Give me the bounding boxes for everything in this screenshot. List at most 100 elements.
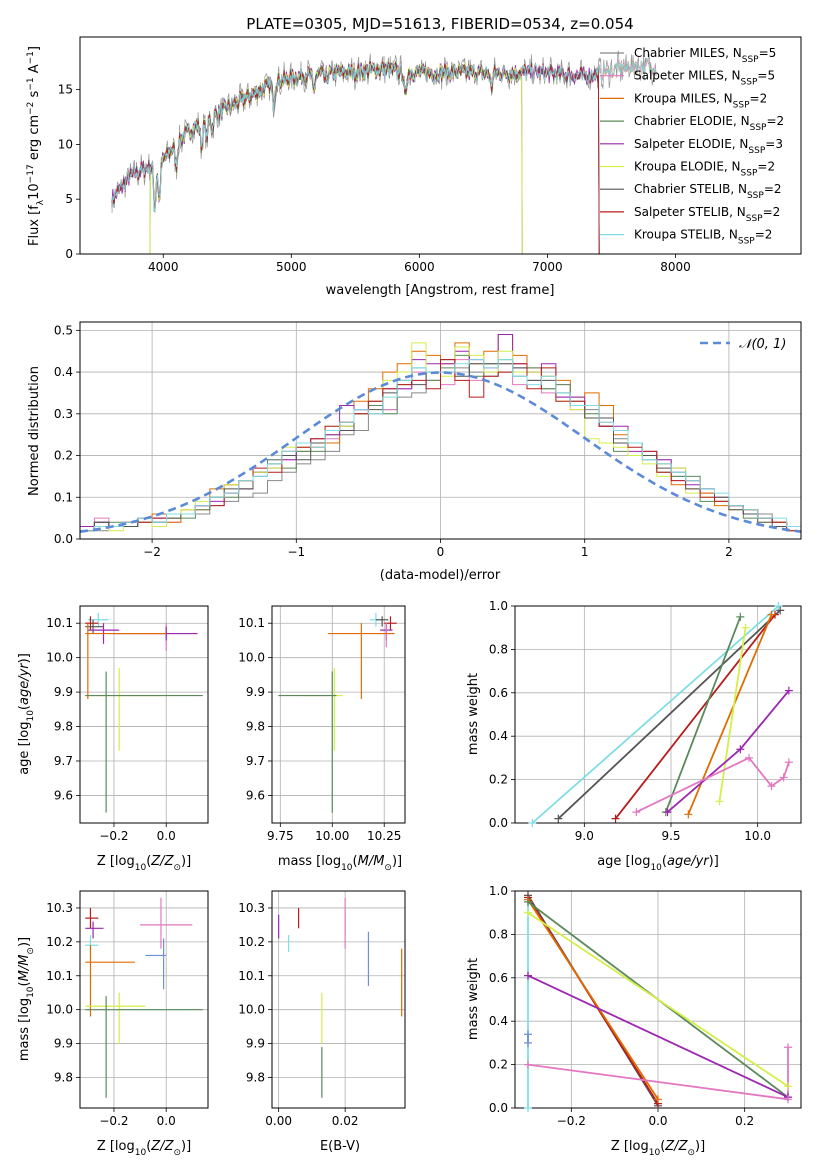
spectrum-legend-entry-part: Kroupa ELODIE, N xyxy=(634,160,741,174)
spectrum-legend-entry-part: =5 xyxy=(759,46,777,60)
y-tick-label: 0.4 xyxy=(54,365,73,379)
y-tick-label: 10.3 xyxy=(46,901,73,915)
age-vs-z-x-axis-label-part: Z/Z xyxy=(150,854,174,869)
age-vs-z-y-axis-label-part: age/yr xyxy=(17,662,32,705)
y-tick-label: 9.8 xyxy=(54,720,73,734)
y-tick-label: 10.0 xyxy=(238,1003,265,1017)
weight-series-line xyxy=(527,911,789,1088)
age-vs-z-y-axis-label-part: ( xyxy=(17,705,32,710)
weight-vs-age-panel: 9.0 9.5 10.0 0.0 0.2 0.4 0.6 0.8 1.0 xyxy=(489,599,802,843)
spectrum-y-axis-label-part: −1 xyxy=(26,51,36,64)
mass-vs-z-y-axis-label-part: 10 xyxy=(26,986,36,998)
y-tick-label: 10.1 xyxy=(46,616,73,630)
weight-series-marker xyxy=(663,808,672,817)
spectrum-legend-entry-part: Chabrier STELIB, N xyxy=(634,182,747,196)
age-vs-mass-x-axis-label-part: mass [log xyxy=(278,854,341,869)
weight-series-marker xyxy=(784,1043,792,1052)
age-vs-z-y-axis-label-part: )] xyxy=(17,653,32,663)
weight-vs-age-x-axis-label-part: 10 xyxy=(650,863,662,873)
y-tick-label: 10.0 xyxy=(46,1003,73,1017)
mass-vs-z-panel-frame xyxy=(79,890,209,1109)
mass-vs-z-y-axis-label-part: ⊙ xyxy=(26,947,36,955)
mass-vs-z-y-axis-label-part: )] xyxy=(17,937,32,947)
weight-vs-z-x-axis-label-part: )] xyxy=(695,1139,705,1154)
y-tick-label: 0.4 xyxy=(489,1014,508,1028)
spectrum-legend-entry-part: SSP xyxy=(747,191,764,201)
age-vs-z-panel-frame xyxy=(79,605,209,824)
spectrum-legend-entry: Salpeter MILES, NSSP=5 xyxy=(634,69,775,88)
y-tick-label: 10.0 xyxy=(238,651,265,665)
weight-series-marker xyxy=(524,1030,532,1039)
spectrum-legend-entry-part: =3 xyxy=(765,137,783,151)
age-vs-mass-panel-frame xyxy=(271,605,406,824)
y-tick-label: 1.0 xyxy=(489,884,508,898)
age-vs-z-y-axis-label-group: age [log10(age/yr)] xyxy=(17,653,36,775)
weight-series-line xyxy=(527,974,789,1099)
spectrum-legend-entry-part: Salpeter STELIB, N xyxy=(634,205,746,219)
weight-vs-age-y-axis-label: mass weight xyxy=(466,673,481,755)
weight-series-line xyxy=(664,616,742,813)
y-tick-label: 9.7 xyxy=(246,754,265,768)
age-vs-mass-x-axis-label: mass [log10(M/M⊙)] xyxy=(278,854,402,873)
spectrum-legend-entry-part: SSP xyxy=(750,123,767,133)
mass-vs-z-x-axis-label-part: Z/Z xyxy=(150,1139,174,1154)
mass-vs-z-x-axis-label-part: )] xyxy=(181,1139,191,1154)
weight-series-marker xyxy=(524,971,532,980)
weight-vs-age-x-axis-label-part: ( xyxy=(662,854,667,869)
residual-legend-label: 𝒩(0, 1) xyxy=(739,337,786,352)
x-tick-label: 0.0 xyxy=(157,1114,176,1128)
spectrum-y-axis-label-part: −1 xyxy=(26,77,36,90)
mass-vs-z-y-axis-label-part: M/M xyxy=(17,955,32,982)
spectrum-legend-entry: Kroupa MILES, NSSP=2 xyxy=(634,91,767,110)
y-tick-label: 1.0 xyxy=(489,599,508,613)
weight-series-marker xyxy=(524,908,532,917)
weight-series-marker xyxy=(528,819,537,827)
x-tick-label: 10.0 xyxy=(744,829,771,843)
spectrum-y-axis-label-part: A xyxy=(27,64,42,77)
y-tick-label: 0.8 xyxy=(489,927,508,941)
weight-series-line xyxy=(527,899,659,1100)
x-tick-label: 4000 xyxy=(148,260,179,274)
weight-series-marker xyxy=(776,606,785,615)
weight-series-marker xyxy=(684,810,693,819)
weight-series-marker xyxy=(784,758,793,767)
y-tick-label: 15 xyxy=(58,83,73,97)
spectrum-legend-entry: Salpeter STELIB, NSSP=2 xyxy=(634,205,780,224)
spectrum-legend-entry: Chabrier ELODIE, NSSP=2 xyxy=(634,114,784,133)
weight-vs-age-x-axis-label-part: age/yr xyxy=(667,854,710,869)
mass-vs-ebv-panel-frame xyxy=(271,890,406,1109)
spectrum-y-axis-label-part: s xyxy=(27,90,42,101)
spectrum-legend-entry-part: Chabrier ELODIE, N xyxy=(634,114,750,128)
y-tick-label: 9.9 xyxy=(54,1037,73,1051)
weight-series-marker xyxy=(736,612,745,621)
spectrum-legend-entry-part: Kroupa STELIB, N xyxy=(634,228,738,242)
y-tick-label: 10.1 xyxy=(46,969,73,983)
mass-vs-z-y-axis-label: mass [log10(M/M⊙)] xyxy=(17,937,36,1061)
weight-series-marker xyxy=(779,773,788,782)
mass-vs-z-panel-plot xyxy=(85,897,203,1098)
x-tick-label: 0.2 xyxy=(735,1114,754,1128)
spectrum-y-axis-label-part: ] xyxy=(27,46,42,51)
y-tick-label: 0.8 xyxy=(489,642,508,656)
x-tick-label: 2 xyxy=(725,545,733,559)
spectrum-y-axis-label-part: 10 xyxy=(27,183,42,200)
y-tick-label: 10.2 xyxy=(46,935,73,949)
mass-vs-ebv-panel: 0.00 0.02 9.8 9.9 10.0 10.1 10.2 10.3 xyxy=(238,890,406,1128)
x-tick-label: −1 xyxy=(287,545,305,559)
spectrum-panel-frame xyxy=(79,36,802,255)
age-vs-z-y-axis-label-part: age [log xyxy=(17,722,32,775)
residual-panel: −2 −1 0 1 2 0.0 0.1 0.2 0.3 0.4 0.5 xyxy=(54,321,802,559)
x-tick-label: 9.75 xyxy=(267,829,294,843)
spectrum-legend-entry: Kroupa ELODIE, NSSP=2 xyxy=(634,160,775,179)
weight-series-marker xyxy=(524,1104,532,1112)
y-tick-label: 9.8 xyxy=(54,1070,73,1084)
age-vs-mass-x-axis-label-part: M/M xyxy=(358,854,385,869)
y-tick-label: 0 xyxy=(65,247,73,261)
spectrum-legend-entry-part: =2 xyxy=(766,114,784,128)
mass-vs-z-x-axis-label-part: Z [log xyxy=(97,1139,135,1154)
weight-series-marker xyxy=(745,753,753,762)
mass-vs-z-y-axis-label-group: mass [log10(M/M⊙)] xyxy=(17,937,36,1061)
age-vs-mass-panel: 9.75 10.00 10.25 9.6 9.7 9.8 9.9 10.0 10.1 xyxy=(238,605,406,843)
x-tick-label: −2 xyxy=(143,545,161,559)
spectrum-panel: 4000 5000 6000 7000 8000 0 5 10 15 xyxy=(58,36,802,274)
